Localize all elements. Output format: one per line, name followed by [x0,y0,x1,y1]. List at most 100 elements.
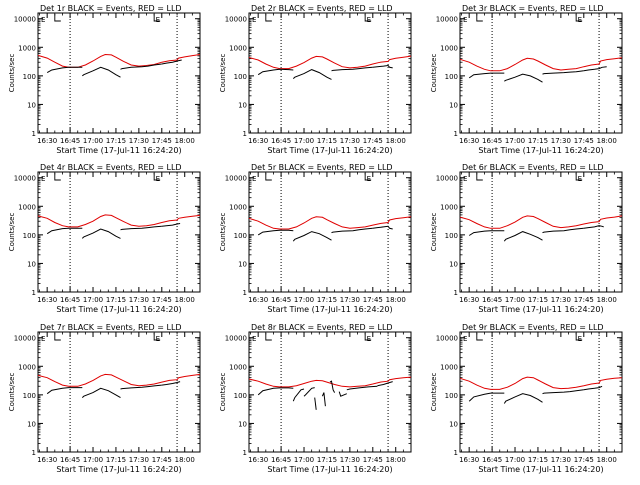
y-tick-label: 100 [23,73,36,81]
y-tick-label: 1000 [229,363,247,371]
y-tick-label: 10 [449,101,458,109]
y-axis-label: Counts/sec [219,54,227,93]
x-tick-label: 17:30 [340,137,360,145]
panel-title: Det 7r BLACK = Events, RED = LLD [40,323,182,332]
flag-marker: E [156,16,160,24]
lld-series-line [248,55,412,70]
lld-series-line [37,214,201,228]
y-tick-label: 100 [445,392,458,400]
y-tick-label: 10000 [14,16,36,24]
lld-series-line [37,373,201,387]
y-tick-label: 100 [23,392,36,400]
bracket-mark [476,173,483,181]
y-tick-label: 1000 [440,363,458,371]
events-series-line [377,381,393,387]
events-series-line [503,231,543,242]
events-series-line [329,380,336,393]
bracket-mark [575,14,583,22]
plot-frame [248,12,412,134]
flag-marker: E [463,16,467,24]
x-tick-label: 17:00 [294,137,314,145]
events-series-line [46,66,83,74]
bracket-mark [54,14,61,22]
x-tick-label: 17:30 [129,137,149,145]
events-series-line [346,385,378,391]
plot-frame [459,171,623,293]
lld-series-line [459,57,623,72]
y-tick-label: 10 [449,260,458,268]
x-tick-label: 16:45 [271,296,291,304]
events-series-line [583,66,607,72]
panel-title: Det 3r BLACK = Events, RED = LLD [462,4,604,13]
lld-series-line [248,376,412,388]
flag-marker: E [41,16,45,24]
events-series-line [120,63,162,70]
events-series-line [46,387,83,395]
y-tick-label: 1000 [18,363,36,371]
bracket-mark [476,333,483,341]
events-series-line [468,72,505,79]
y-tick-label: 100 [234,392,247,400]
panel-title: Det 6r BLACK = Events, RED = LLD [462,163,604,172]
x-tick-label: 17:30 [551,296,571,304]
flag-marker: E [367,175,371,183]
x-tick-label: 17:45 [574,137,594,145]
events-series-line [321,392,326,407]
y-axis-label: Counts/sec [8,213,16,252]
flag-marker: E [252,16,256,24]
x-tick-label: 17:45 [363,137,383,145]
bracket-mark [54,333,61,341]
x-tick-label: 17:15 [528,296,548,304]
events-series-line [257,68,294,76]
x-tick-label: 16:30 [459,456,479,464]
detector-panel: Det 9r BLACK = Events, RED = LLD 1 10 100 10… [430,323,623,474]
x-tick-label: 17:30 [340,296,360,304]
flag-marker: E [578,335,582,343]
detector-panel: Det 6r BLACK = Events, RED = LLD 1 10 100 10… [430,163,623,314]
x-tick-label: 17:30 [340,456,360,464]
x-tick-label: 17:00 [294,456,314,464]
detector-panel: Det 8r BLACK = Events, RED = LLD 1 10 100 10… [219,323,412,474]
y-tick-label: 100 [445,73,458,81]
events-series-line [161,59,182,65]
events-series-line [292,388,305,402]
flag-marker: E [252,175,256,183]
events-series-line [372,225,393,230]
events-series-line [303,387,315,397]
x-axis-label: Start Time (17-Jul-11 16:24:20) [267,305,392,314]
y-tick-label: 10000 [14,175,36,183]
y-tick-label: 10 [238,420,247,428]
events-series-line [120,225,162,231]
x-axis-label: Start Time (17-Jul-11 16:24:20) [478,305,603,314]
x-tick-label: 18:00 [175,456,195,464]
flag-marker: E [578,16,582,24]
y-tick-label: 1 [32,449,36,457]
x-tick-label: 17:15 [317,137,337,145]
detector-panel: Det 1r BLACK = Events, RED = LLD 1 10 100 10… [8,4,201,155]
y-tick-label: 1000 [18,44,36,52]
bracket-mark [364,14,372,22]
x-tick-label: 16:30 [248,296,268,304]
x-axis-label: Start Time (17-Jul-11 16:24:20) [478,146,603,155]
y-axis-label: Counts/sec [219,373,227,412]
y-tick-label: 1000 [440,44,458,52]
bracket-mark [364,333,372,341]
events-series-line [81,66,121,78]
events-series-line [292,231,332,242]
events-series-line [120,384,162,390]
x-tick-label: 16:45 [60,456,80,464]
y-tick-label: 1000 [229,203,247,211]
flag-marker: E [463,335,467,343]
bracket-mark [153,14,161,22]
detector-panel: Det 5r BLACK = Events, RED = LLD 1 10 100 10… [219,163,412,314]
x-tick-label: 16:30 [248,137,268,145]
x-tick-label: 18:00 [597,296,617,304]
flag-marker: E [252,335,256,343]
x-tick-label: 16:30 [459,137,479,145]
events-series-line [338,391,347,397]
flag-marker: E [41,175,45,183]
x-tick-label: 18:00 [175,296,195,304]
plot-frame [459,331,623,453]
y-tick-label: 1000 [229,44,247,52]
